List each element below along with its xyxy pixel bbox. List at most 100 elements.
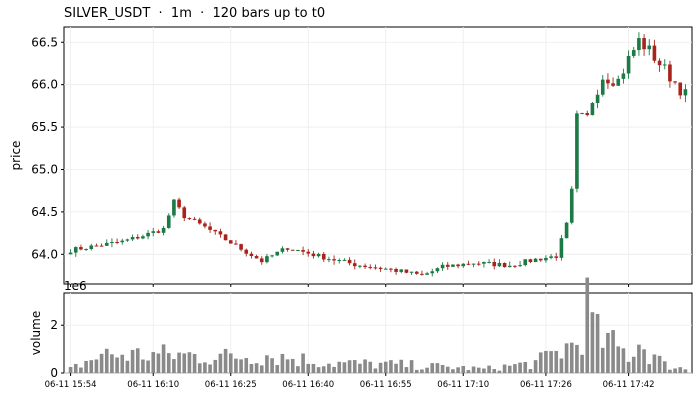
volume-bar [125, 360, 130, 373]
candle-body [662, 64, 667, 66]
volume-bar [668, 369, 672, 373]
candle-body [68, 252, 73, 255]
volume-bar [270, 358, 274, 373]
volume-bar [678, 367, 683, 373]
volume-bar [445, 366, 450, 373]
candle-body [110, 241, 114, 243]
volume-bar [99, 353, 104, 373]
candle-body [254, 256, 259, 259]
candle-body [559, 238, 564, 258]
volume-bar [296, 366, 300, 373]
candle-body [389, 268, 393, 270]
volume-bar [637, 344, 641, 373]
volume-bar [652, 354, 657, 373]
candle-body [99, 245, 104, 247]
price-tick-label: 64.0 [31, 247, 58, 261]
volume-bar [409, 360, 414, 373]
volume-bar [327, 363, 331, 373]
candle-body [621, 73, 626, 79]
x-tick-label: 06-11 15:54 [45, 380, 97, 390]
volume-bar [559, 358, 564, 373]
candle-body [208, 226, 212, 230]
price-panel-frame [63, 26, 693, 285]
candle-body [203, 223, 207, 227]
candle-body [89, 245, 94, 250]
volume-bar [265, 355, 269, 373]
candle-body [569, 188, 574, 223]
volume-bar [73, 363, 78, 373]
volume-bar [177, 352, 181, 373]
candle-body [285, 248, 290, 250]
candle-body [626, 55, 631, 74]
candle-body [580, 113, 584, 115]
volume-axis-label: volume [29, 311, 43, 355]
candle-body [161, 227, 166, 233]
x-tick-label: 06-11 17:42 [603, 380, 655, 390]
candle-body [270, 255, 274, 257]
volume-bar [290, 358, 295, 373]
candle-body [451, 264, 455, 267]
volume-bar [358, 363, 362, 373]
candle-body [440, 264, 445, 269]
volume-bar [254, 363, 259, 373]
candle-body [151, 231, 156, 233]
volume-bar [420, 369, 424, 373]
volume-bar [352, 360, 357, 373]
candle-body [544, 257, 548, 261]
price-axis-label: price [9, 141, 23, 171]
volume-bar [135, 348, 140, 373]
candle-body [383, 268, 388, 270]
x-tick-label: 06-11 17:10 [437, 380, 489, 390]
candle-body [523, 259, 528, 266]
volume-bar [182, 353, 187, 373]
volume-bar [213, 359, 218, 373]
volume-bar [306, 363, 311, 373]
volume-bar [507, 365, 512, 373]
candle-body [673, 81, 677, 83]
candle-body [502, 262, 507, 268]
volume-bar [130, 349, 135, 373]
volume-bar [389, 360, 393, 373]
candle-body [156, 231, 161, 233]
candle-body [290, 249, 295, 251]
volume-bar [554, 350, 559, 373]
candle-body [115, 241, 119, 243]
volume-bar [580, 354, 584, 373]
volume-bar [172, 359, 176, 373]
price-tick-label: 65.0 [31, 162, 58, 176]
candle-body [430, 271, 435, 274]
candle-body [652, 45, 657, 61]
volume-bar [234, 358, 238, 373]
volume-bar [585, 277, 590, 373]
volume-bar [564, 343, 569, 373]
candle-body [192, 218, 197, 220]
volume-bar [466, 370, 471, 373]
volume-bar [161, 344, 166, 373]
volume-bar [497, 370, 502, 373]
volume-bar [606, 332, 610, 373]
volume-bar [647, 364, 652, 373]
candle-body [234, 243, 238, 245]
candle-body [606, 79, 610, 84]
volume-bar [378, 362, 383, 373]
candle-body [327, 259, 331, 261]
volume-bar [311, 363, 316, 373]
volume-bar [115, 357, 119, 373]
volume-bar [285, 359, 290, 373]
candle-body [316, 253, 321, 257]
volume-bar [518, 362, 522, 373]
candle-body [631, 50, 636, 56]
candle-body [435, 268, 440, 272]
candle-body [301, 250, 305, 252]
candle-body [637, 38, 641, 51]
candle-body [275, 251, 280, 256]
volume-bar [94, 359, 99, 373]
volume-bar [280, 353, 285, 373]
candle-body [104, 242, 109, 246]
volume-bar [544, 350, 548, 373]
candle-body [280, 248, 285, 252]
candle-body [533, 258, 538, 263]
volume-bar [611, 330, 615, 373]
x-tick-label: 06-11 17:26 [520, 380, 572, 390]
candle-body [399, 269, 404, 272]
